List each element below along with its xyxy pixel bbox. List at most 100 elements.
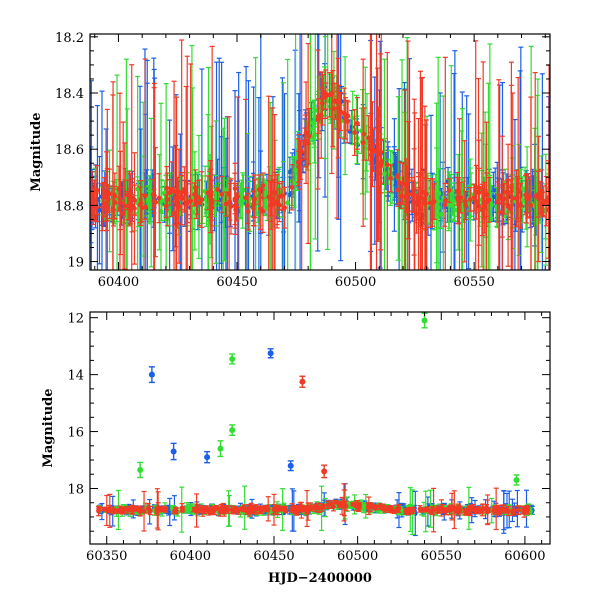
data-point bbox=[179, 194, 185, 200]
data-point bbox=[205, 190, 211, 196]
data-point bbox=[163, 203, 169, 209]
data-point bbox=[251, 205, 256, 211]
data-point bbox=[535, 191, 541, 197]
data-point bbox=[404, 195, 410, 201]
data-point bbox=[245, 203, 250, 208]
data-point bbox=[192, 192, 197, 197]
data-point bbox=[528, 203, 534, 208]
data-point bbox=[228, 204, 234, 209]
data-point bbox=[167, 189, 173, 195]
data-point bbox=[471, 195, 477, 200]
data-point bbox=[489, 202, 494, 208]
data-point bbox=[234, 204, 240, 210]
data-point bbox=[279, 193, 285, 199]
y-tick-label: 18.2 bbox=[55, 31, 84, 46]
data-point bbox=[276, 202, 282, 208]
data-point bbox=[118, 200, 123, 206]
data-point bbox=[523, 192, 528, 198]
data-point bbox=[94, 187, 100, 193]
data-point bbox=[101, 193, 106, 199]
data-point bbox=[457, 199, 462, 205]
data-point bbox=[438, 211, 444, 217]
data-point bbox=[138, 200, 144, 206]
data-point bbox=[467, 196, 473, 202]
outlier-point bbox=[170, 448, 177, 455]
data-point bbox=[463, 203, 469, 208]
data-point bbox=[411, 199, 417, 205]
data-point bbox=[330, 106, 336, 112]
data-point bbox=[451, 199, 457, 205]
data-point bbox=[122, 203, 128, 209]
data-point bbox=[289, 184, 295, 190]
data-point bbox=[323, 93, 329, 99]
data-point bbox=[384, 162, 390, 168]
data-point bbox=[350, 115, 356, 121]
data-point bbox=[431, 199, 437, 205]
data-point bbox=[418, 195, 423, 201]
data-point bbox=[143, 204, 148, 210]
data-point bbox=[452, 207, 458, 213]
data-point bbox=[378, 161, 384, 167]
data-point bbox=[285, 200, 291, 206]
data-point bbox=[156, 195, 162, 201]
data-point bbox=[310, 120, 316, 126]
x-tick-label: 60400 bbox=[98, 275, 139, 290]
data-point bbox=[482, 205, 488, 210]
data-point bbox=[215, 187, 221, 192]
data-point bbox=[410, 194, 416, 200]
data-point bbox=[306, 133, 312, 139]
data-point bbox=[361, 131, 367, 137]
data-point bbox=[420, 189, 425, 195]
data-point bbox=[226, 191, 232, 197]
data-point bbox=[315, 117, 321, 122]
data-point bbox=[171, 210, 177, 216]
data-point bbox=[368, 152, 374, 158]
data-point bbox=[525, 196, 531, 201]
data-point bbox=[175, 204, 181, 210]
data-point bbox=[499, 200, 505, 206]
data-point bbox=[442, 202, 448, 208]
data-point bbox=[184, 201, 190, 207]
data-point bbox=[100, 204, 106, 210]
data-point bbox=[272, 190, 278, 195]
x-tick-label: 60500 bbox=[335, 275, 376, 290]
bottom-lightcurve-panel: 60350 60400 60450 60500 60550 6060012141618Ma… bbox=[41, 311, 551, 586]
data-point bbox=[135, 186, 140, 192]
plot-area bbox=[90, 34, 550, 270]
data-point bbox=[335, 105, 341, 111]
data-point bbox=[395, 174, 400, 180]
data-point bbox=[510, 195, 516, 201]
data-point bbox=[128, 203, 134, 209]
data-point bbox=[338, 109, 344, 114]
data-point bbox=[476, 185, 482, 191]
data-point bbox=[505, 191, 511, 196]
data-point bbox=[293, 168, 298, 173]
data-point bbox=[427, 200, 433, 206]
data-point bbox=[496, 192, 502, 198]
data-point bbox=[302, 141, 308, 147]
plot-area bbox=[96, 312, 535, 537]
outlier-point bbox=[287, 462, 294, 469]
data-point bbox=[515, 202, 521, 208]
data-point bbox=[194, 194, 200, 200]
outlier-point bbox=[267, 350, 274, 357]
data-point bbox=[164, 185, 170, 191]
data-point bbox=[329, 91, 335, 96]
data-point bbox=[546, 202, 550, 208]
data-point bbox=[486, 197, 492, 203]
data-point bbox=[188, 198, 194, 204]
x-tick-label: 60550 bbox=[453, 275, 494, 290]
data-point bbox=[245, 209, 251, 214]
data-point bbox=[319, 100, 325, 106]
data-point bbox=[454, 188, 460, 194]
data-point bbox=[541, 199, 547, 204]
data-point bbox=[190, 209, 196, 215]
data-point bbox=[360, 140, 366, 146]
data-point bbox=[125, 192, 131, 198]
data-point bbox=[171, 188, 177, 194]
x-tick-label: 60450 bbox=[216, 275, 257, 290]
data-point bbox=[287, 169, 293, 175]
data-point bbox=[374, 149, 379, 155]
data-point bbox=[270, 201, 276, 207]
